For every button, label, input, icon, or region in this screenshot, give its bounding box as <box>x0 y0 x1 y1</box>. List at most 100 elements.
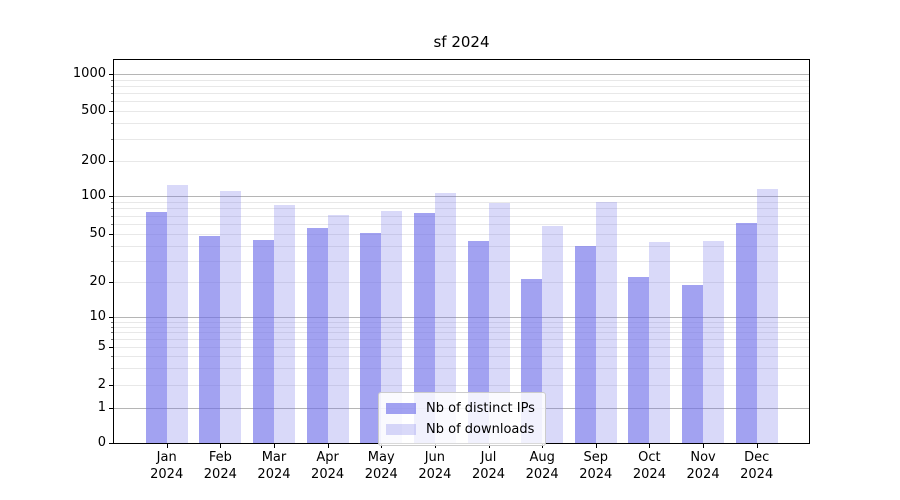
y-tick-label: 20 <box>89 274 106 289</box>
y-minor-tick <box>111 339 113 341</box>
gridline-minor <box>114 356 809 358</box>
x-tick-label-year: 2024 <box>686 467 720 482</box>
x-tick-label-month: Jul <box>480 450 497 465</box>
y-tick <box>109 111 113 112</box>
gridline-minor <box>114 321 809 323</box>
legend-item-distinct-ips: Nb of distinct IPs <box>386 398 535 419</box>
bar-downloads <box>220 190 242 443</box>
x-tick-label-year: 2024 <box>418 467 452 482</box>
gridline-minor <box>114 93 809 95</box>
x-tick <box>381 444 383 448</box>
y-tick <box>109 347 113 348</box>
x-tick <box>703 444 705 448</box>
bar-downloads <box>595 201 617 443</box>
legend-item-downloads: Nb of downloads <box>386 419 535 440</box>
y-tick-label: 500 <box>81 103 106 118</box>
gridline-minor <box>114 123 809 125</box>
x-tick-label-month: Feb <box>208 450 232 465</box>
plot-area <box>113 59 810 444</box>
x-tick-label-month: Nov <box>690 450 716 465</box>
gridline-minor <box>114 208 809 210</box>
x-tick <box>488 444 490 448</box>
x-tick-label-year: 2024 <box>579 467 613 482</box>
y-tick-label: 5 <box>97 339 106 354</box>
y-minor-tick <box>111 138 113 140</box>
x-tick-label-year: 2024 <box>740 467 774 482</box>
x-tick-label-month: Mar <box>261 450 287 465</box>
y-tick-label: 10 <box>89 309 106 324</box>
y-minor-tick <box>111 208 113 210</box>
gridline-minor <box>114 111 809 112</box>
x-tick-label-year: 2024 <box>150 467 184 482</box>
y-tick-label: 0 <box>97 435 106 450</box>
x-tick-label: Jul 2024 <box>459 449 519 483</box>
y-tick-label: 200 <box>81 153 106 168</box>
y-tick <box>109 443 113 444</box>
y-minor-tick <box>111 321 113 323</box>
y-minor-tick <box>111 326 113 328</box>
x-tick-label-month: Aug <box>529 450 555 465</box>
y-minor-tick <box>111 201 113 203</box>
bar-downloads <box>166 185 188 443</box>
x-tick-label-month: Jun <box>424 450 446 465</box>
x-tick-label: Dec 2024 <box>727 449 787 483</box>
legend-label-distinct-ips: Nb of distinct IPs <box>426 401 535 416</box>
gridline-minor <box>114 245 809 247</box>
bar-distinct-ips <box>252 239 274 443</box>
x-tick-label-month: Apr <box>316 450 339 465</box>
x-tick <box>542 444 544 448</box>
x-tick-label-month: Dec <box>744 450 770 465</box>
x-tick-label: Aug 2024 <box>512 449 572 483</box>
x-tick <box>595 444 597 448</box>
y-tick-label: 50 <box>89 226 106 241</box>
gridline-minor <box>114 138 809 140</box>
x-tick-label-month: Sep <box>583 450 609 465</box>
x-tick <box>220 444 222 448</box>
x-tick <box>649 444 651 448</box>
x-tick-label-year: 2024 <box>632 467 666 482</box>
x-tick <box>756 444 758 448</box>
y-tick-label: 100 <box>81 188 106 203</box>
bar-downloads <box>488 203 510 443</box>
x-tick-label: Mar 2024 <box>244 449 304 483</box>
bar-distinct-ips <box>628 277 650 443</box>
gridline-minor <box>114 201 809 203</box>
x-tick-label-year: 2024 <box>311 467 345 482</box>
gridline-minor <box>114 101 809 103</box>
legend-swatch-downloads <box>386 424 416 435</box>
bar-downloads <box>273 204 295 443</box>
bar-distinct-ips <box>413 213 435 443</box>
x-tick-label-month: Jan <box>156 450 177 465</box>
y-minor-tick <box>111 123 113 125</box>
y-minor-tick <box>111 260 113 262</box>
x-tick-label-year: 2024 <box>364 467 398 482</box>
x-tick <box>434 444 436 448</box>
x-tick-label-year: 2024 <box>257 467 291 482</box>
bar-distinct-ips <box>360 232 382 443</box>
gridline-minor <box>114 85 809 87</box>
x-tick <box>273 444 275 448</box>
y-tick <box>109 74 113 75</box>
x-tick-label: Apr 2024 <box>298 449 358 483</box>
y-tick <box>109 234 113 235</box>
x-tick-label-year: 2024 <box>471 467 506 482</box>
bar-distinct-ips <box>735 223 757 443</box>
y-minor-tick <box>111 245 113 247</box>
bar-distinct-ips <box>199 236 221 443</box>
bar-distinct-ips <box>306 227 328 443</box>
y-minor-tick <box>111 101 113 103</box>
x-tick-label: Jun 2024 <box>405 449 465 483</box>
x-tick-label: May 2024 <box>351 449 411 483</box>
y-minor-tick <box>111 368 113 370</box>
gridline-minor <box>114 161 809 162</box>
y-tick <box>109 317 113 318</box>
gridline-minor <box>114 326 809 328</box>
y-tick <box>109 196 113 197</box>
bar-downloads <box>703 240 725 443</box>
gridline-major <box>114 317 809 318</box>
bar-distinct-ips <box>145 211 167 443</box>
bar-downloads <box>649 241 671 443</box>
x-tick <box>327 444 329 448</box>
y-minor-tick <box>111 224 113 225</box>
